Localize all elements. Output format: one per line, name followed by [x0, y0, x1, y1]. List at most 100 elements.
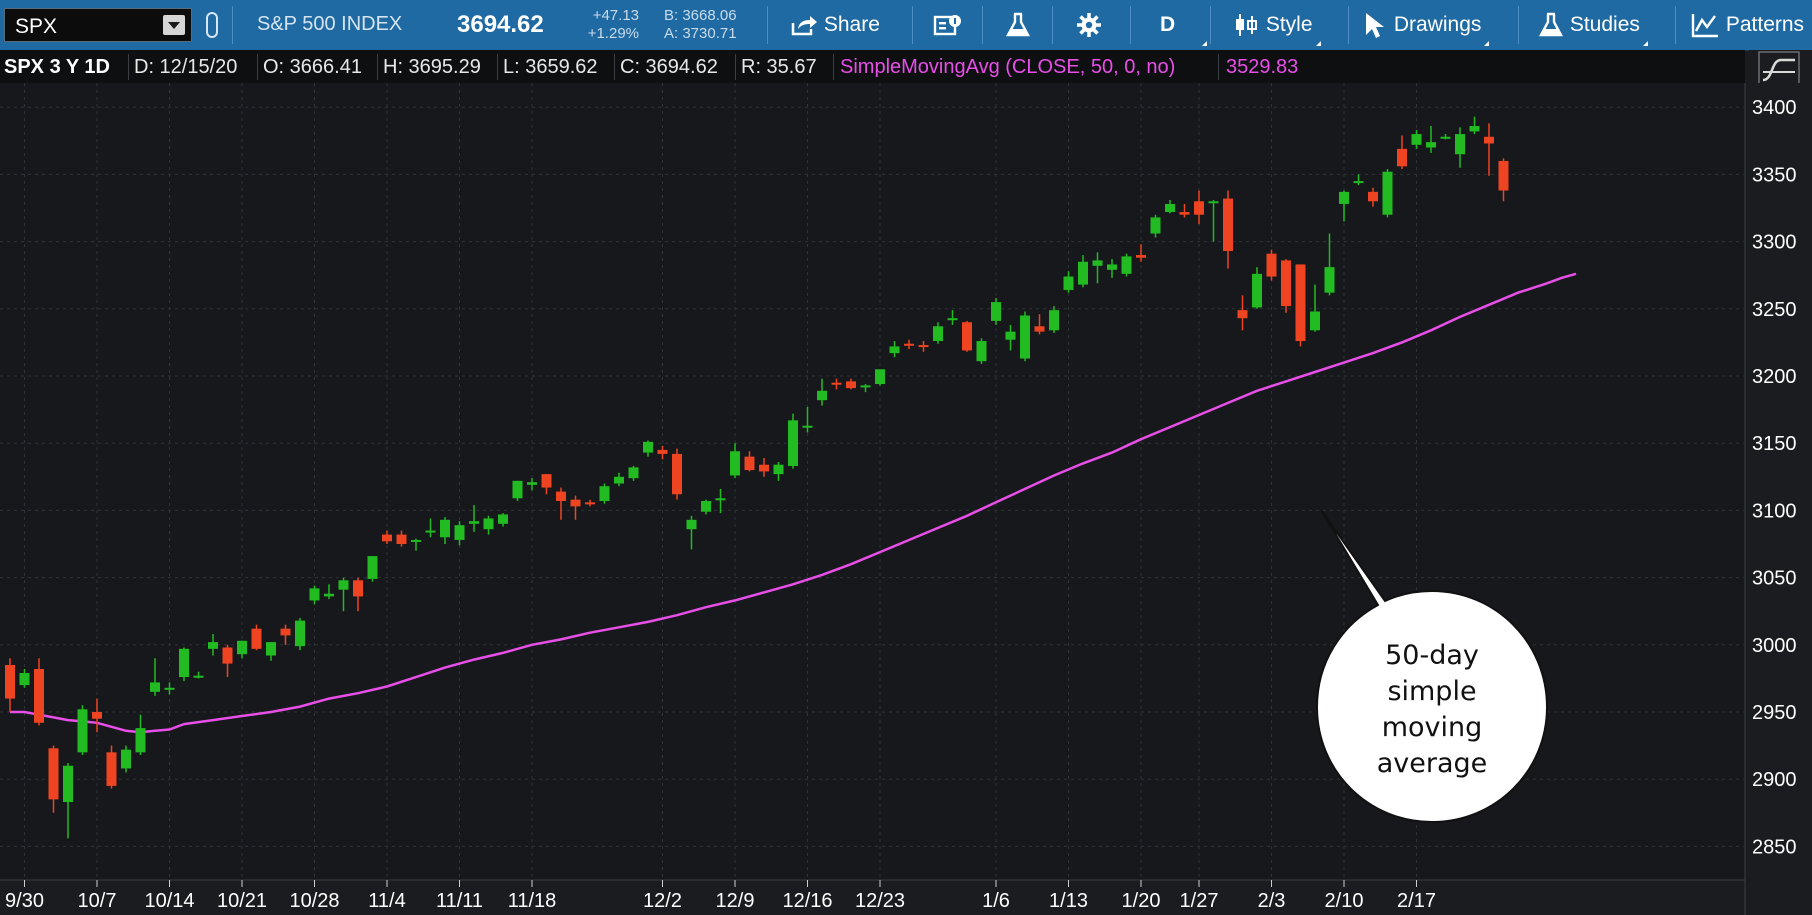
- candle[interactable]: [150, 658, 160, 696]
- candle[interactable]: [309, 585, 320, 605]
- price-chart[interactable]: 2850 2900 2950 3000 3050 3100 3150 3200 3250 3300…: [0, 83, 1812, 915]
- candle[interactable]: [802, 406, 813, 433]
- candle[interactable]: [411, 538, 421, 551]
- symbol-dropdown-button[interactable]: [163, 15, 185, 35]
- candle[interactable]: [353, 577, 363, 612]
- candle[interactable]: [875, 369, 885, 386]
- candle[interactable]: [1266, 249, 1277, 281]
- candle[interactable]: [1339, 190, 1349, 222]
- candle[interactable]: [440, 517, 450, 544]
- candle[interactable]: [1469, 116, 1480, 135]
- candle[interactable]: [1005, 324, 1016, 351]
- symbol-input[interactable]: SPX: [15, 15, 58, 38]
- candle[interactable]: [222, 644, 233, 678]
- candle[interactable]: [425, 518, 436, 538]
- candle[interactable]: [237, 640, 247, 659]
- candle[interactable]: [1382, 169, 1393, 218]
- candle[interactable]: [773, 462, 784, 481]
- studies-lab-button[interactable]: [1005, 10, 1031, 40]
- candle[interactable]: [599, 483, 610, 504]
- candle[interactable]: [469, 505, 479, 532]
- candle[interactable]: [1440, 134, 1451, 140]
- candle[interactable]: [193, 671, 204, 679]
- candle[interactable]: [512, 480, 523, 501]
- candle[interactable]: [280, 624, 291, 645]
- candle[interactable]: [1107, 259, 1117, 278]
- candle[interactable]: [1397, 135, 1407, 170]
- candle[interactable]: [382, 530, 392, 544]
- candle[interactable]: [179, 647, 189, 682]
- candle[interactable]: [1078, 255, 1088, 288]
- candle[interactable]: [1324, 233, 1335, 296]
- candle[interactable]: [657, 445, 668, 460]
- candle[interactable]: [1092, 252, 1103, 284]
- candle[interactable]: [135, 714, 146, 756]
- candle[interactable]: [1223, 190, 1233, 269]
- candle[interactable]: [498, 513, 508, 527]
- candle[interactable]: [860, 384, 871, 393]
- drawings-menu-button[interactable]: Drawings: [1362, 10, 1490, 46]
- candle[interactable]: [527, 478, 537, 491]
- candle[interactable]: [251, 624, 262, 651]
- candle[interactable]: [63, 763, 73, 839]
- candle[interactable]: [918, 341, 929, 352]
- candle[interactable]: [208, 634, 218, 656]
- settings-button[interactable]: [1075, 10, 1103, 40]
- candle[interactable]: [1295, 264, 1306, 347]
- candle[interactable]: [1498, 158, 1509, 202]
- candle[interactable]: [686, 515, 697, 550]
- candle[interactable]: [295, 617, 305, 651]
- candle[interactable]: [483, 515, 494, 535]
- candle[interactable]: [396, 530, 407, 547]
- price-axis[interactable]: [1745, 83, 1812, 880]
- candle[interactable]: [976, 338, 987, 364]
- candle[interactable]: [1455, 127, 1465, 168]
- candle[interactable]: [1411, 130, 1422, 149]
- candle[interactable]: [1426, 126, 1436, 153]
- candle[interactable]: [614, 472, 624, 487]
- share-button[interactable]: Share: [790, 10, 880, 40]
- studies-menu-button[interactable]: Studies: [1538, 10, 1648, 46]
- symbol-selector[interactable]: SPX: [4, 8, 192, 42]
- candle[interactable]: [817, 378, 827, 406]
- news-button[interactable]: [933, 10, 963, 40]
- candle[interactable]: [831, 378, 842, 390]
- candle[interactable]: [1150, 214, 1161, 238]
- candle[interactable]: [454, 521, 465, 546]
- candle[interactable]: [92, 698, 102, 733]
- candle[interactable]: [991, 298, 1001, 325]
- candle[interactable]: [889, 341, 900, 358]
- candle[interactable]: [1353, 174, 1364, 186]
- chart-symbol-label[interactable]: SPX 3 Y 1D: [4, 56, 110, 78]
- time-axis[interactable]: [0, 880, 1812, 915]
- candle[interactable]: [367, 556, 378, 582]
- candle[interactable]: [788, 413, 798, 469]
- candle[interactable]: [643, 440, 653, 457]
- candle[interactable]: [338, 577, 349, 612]
- candle[interactable]: [1121, 253, 1132, 277]
- candle[interactable]: [1368, 187, 1378, 207]
- candle[interactable]: [1179, 203, 1190, 218]
- candle[interactable]: [701, 499, 711, 515]
- candle[interactable]: [77, 705, 88, 756]
- candle[interactable]: [1049, 306, 1059, 333]
- study-label[interactable]: SimpleMovingAvg (CLOSE, 50, 0, no): [840, 56, 1176, 78]
- candle[interactable]: [5, 658, 15, 712]
- candle[interactable]: [556, 487, 566, 520]
- candle[interactable]: [1020, 311, 1030, 362]
- candle[interactable]: [106, 745, 117, 789]
- candle[interactable]: [585, 499, 595, 507]
- candle[interactable]: [121, 745, 131, 773]
- candle[interactable]: [1208, 199, 1219, 242]
- candle[interactable]: [324, 584, 334, 600]
- candle[interactable]: [1063, 271, 1074, 293]
- candle[interactable]: [715, 488, 726, 514]
- candle[interactable]: [1281, 259, 1291, 313]
- candle[interactable]: [541, 474, 552, 495]
- candle[interactable]: [1034, 314, 1045, 335]
- candle[interactable]: [570, 495, 581, 520]
- candle[interactable]: [759, 457, 769, 477]
- candle[interactable]: [1136, 244, 1146, 262]
- candle[interactable]: [34, 658, 44, 726]
- candle[interactable]: [672, 448, 682, 500]
